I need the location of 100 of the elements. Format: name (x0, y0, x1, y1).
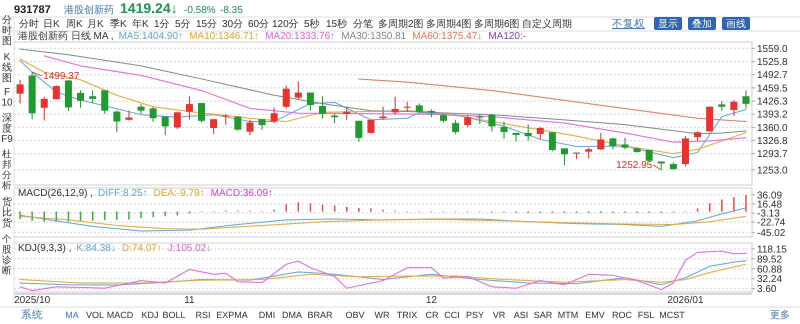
text: 15分 (196, 18, 218, 30)
candlestick (77, 90, 84, 108)
text: DMI (258, 310, 276, 320)
text: 港股创新药 (64, 4, 114, 16)
y-tick-label: 60.88 (757, 264, 782, 276)
text: 不复权 (612, 18, 645, 30)
text: RSI (195, 310, 211, 320)
text: 15秒 (326, 18, 348, 30)
text: EMV (585, 310, 605, 320)
y-tick-label: 1492.7 (757, 70, 788, 82)
y-tick-label: 1393.2 (757, 110, 788, 121)
text: 多周期2图 (378, 18, 424, 30)
text: 分时图 (2, 14, 12, 47)
candlestick (210, 118, 218, 134)
line-series (44, 55, 746, 143)
text: MA10:1346.71↑ (189, 31, 260, 42)
text: 货比货 (2, 196, 12, 229)
text: MACD (106, 310, 134, 320)
y-tick-label: 1525.8 (757, 57, 788, 68)
candlestick (234, 115, 242, 132)
chart-title: 港股创新药 日线 MA , (18, 30, 114, 42)
text: 日K (43, 19, 60, 30)
candlestick (52, 84, 60, 100)
text: MTM (558, 310, 578, 320)
candlestick (101, 90, 108, 114)
series-label: J:105.02↓ (168, 243, 212, 254)
text: DIFF:8.25↑ (98, 188, 148, 199)
text: 显示 (658, 19, 678, 30)
text: 年K (132, 18, 149, 30)
text: -8.35 (220, 5, 244, 16)
y-tick-label: 1326.8 (757, 136, 788, 148)
candlestick (464, 114, 472, 128)
candlestick (367, 119, 374, 134)
candlestick (500, 120, 508, 139)
candlestick (742, 90, 750, 109)
text: VOL (86, 310, 104, 320)
text: 月K (87, 19, 104, 30)
text: 120分 (272, 18, 299, 30)
text: K线图 (2, 52, 12, 84)
candlestick (488, 113, 496, 132)
candlestick (258, 118, 266, 130)
text: 多周期6图 (474, 18, 520, 30)
chart-title: KDJ(9,3,3) , (18, 243, 72, 254)
text: TRIX (396, 310, 418, 320)
candlestick (198, 102, 206, 123)
x-tick-label: 11 (184, 295, 196, 306)
text: ROC (612, 310, 632, 320)
text: 叠加 (692, 18, 712, 30)
text: KDJ (141, 310, 159, 320)
line-series (20, 216, 746, 230)
candlestick (222, 113, 230, 126)
candlestick (150, 106, 157, 122)
candlestick (392, 96, 399, 116)
y-tick-label: 36.09 (757, 190, 782, 202)
candlestick (621, 137, 628, 150)
candlestick (694, 130, 702, 142)
y-tick-label: 1426.3 (757, 96, 788, 108)
candlestick (246, 119, 254, 136)
candlestick (476, 113, 484, 125)
candlestick (536, 126, 544, 140)
chart-title: MACD(26,12,9) , (18, 188, 94, 199)
text: MA60:1375.47↓ (412, 31, 482, 42)
text: BOLL (162, 310, 186, 320)
text: 更多 (770, 309, 790, 321)
text: MA30:1350.81 (341, 31, 407, 42)
text: ASI (514, 310, 528, 320)
y-tick-label: -22.74 (757, 218, 786, 229)
text: F10 (1, 87, 13, 108)
y-tick-label: 1293.7 (757, 149, 788, 160)
y-tick-label: 3.60 (757, 284, 777, 296)
x-tick-label: 2025/10 (14, 295, 51, 306)
line-series (20, 207, 746, 232)
candlestick (524, 124, 532, 141)
text: MA (65, 310, 79, 320)
text: DEA:-9.79↑ (154, 188, 205, 199)
y-tick-label: 89.52 (757, 254, 782, 266)
candlestick (319, 96, 326, 120)
text: 周K (66, 19, 83, 30)
text: 1419.24↓ (120, 0, 178, 16)
candlestick (609, 137, 616, 150)
series-label: MACD:36.09↑ (210, 188, 273, 199)
text: K:84.38↓ (76, 243, 116, 254)
text: SAR (534, 310, 553, 320)
text: PSY (466, 310, 484, 320)
text: 1分 (154, 18, 170, 30)
y-tick-label: 1459.5 (757, 83, 788, 94)
y-tick-label: 1360.0 (757, 122, 788, 134)
candlestick (162, 116, 169, 136)
text: 5分 (175, 18, 191, 30)
y-tick-label: 16.48 (757, 199, 782, 210)
candlestick (138, 104, 145, 114)
candlestick (113, 110, 120, 133)
text: FSL (638, 310, 654, 320)
y-tick-label: -3.13 (757, 208, 780, 220)
candlestick (548, 132, 556, 152)
text: 60分 (248, 18, 270, 30)
candlestick (597, 132, 604, 150)
text: CR (426, 310, 439, 320)
candlestick (306, 92, 314, 112)
text: 5秒 (304, 18, 320, 30)
